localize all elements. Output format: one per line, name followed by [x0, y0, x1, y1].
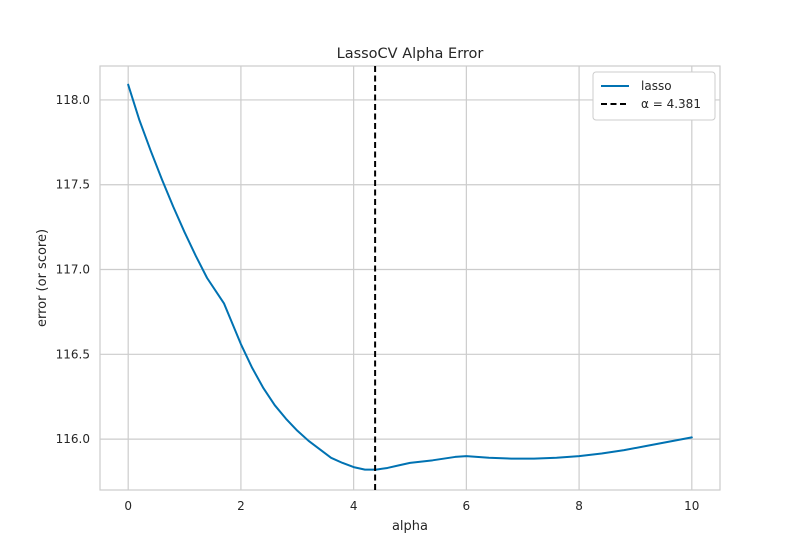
y-tick-label: 117.0 — [56, 263, 90, 277]
chart-title: LassoCV Alpha Error — [337, 46, 484, 62]
legend-label-alpha: α = 4.381 — [641, 97, 701, 111]
series-line-lasso — [127, 83, 693, 471]
y-tick-labels: 116.0 116.5 117.0 117.5 118.0 — [56, 93, 90, 446]
y-tick-label: 118.0 — [56, 93, 90, 107]
x-tick-label: 0 — [124, 499, 132, 513]
x-tick-label: 10 — [684, 499, 699, 513]
x-axis-label: alpha — [392, 519, 428, 534]
legend: lasso α = 4.381 — [592, 71, 716, 121]
x-tick-label: 2 — [237, 499, 245, 513]
y-axis-label: error (or score) — [35, 229, 50, 327]
legend-label-lasso: lasso — [641, 79, 672, 93]
y-tick-label: 116.5 — [56, 347, 90, 361]
x-tick-label: 6 — [463, 499, 471, 513]
grid-lines — [100, 66, 720, 490]
x-tick-label: 4 — [350, 499, 358, 513]
legend-box — [592, 71, 716, 121]
y-tick-label: 116.0 — [56, 432, 90, 446]
x-tick-label: 8 — [575, 499, 583, 513]
series-layer — [127, 83, 693, 471]
y-tick-label: 117.5 — [56, 178, 90, 192]
plot-area — [99, 65, 721, 491]
x-tick-labels: 0 2 4 6 8 10 — [124, 499, 699, 513]
